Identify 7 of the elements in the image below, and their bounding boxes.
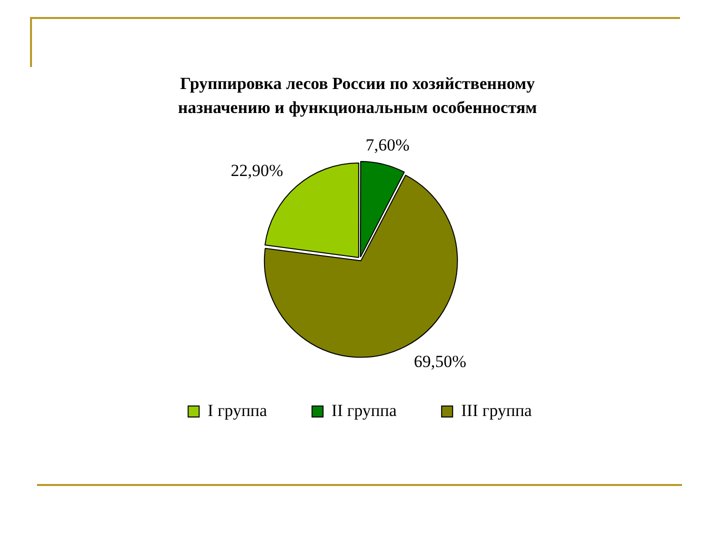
data-label: 69,50%: [414, 352, 466, 371]
data-label: 22,90%: [230, 160, 284, 180]
chart-title: Группировка лесов России по хозяйственному назначению и функциональным особенностям: [176, 73, 538, 119]
data-label: 7,60%: [366, 135, 410, 154]
legend-label: II группа: [332, 400, 398, 420]
legend-label: I группа: [208, 400, 268, 420]
legend-label: III группа: [461, 400, 532, 420]
